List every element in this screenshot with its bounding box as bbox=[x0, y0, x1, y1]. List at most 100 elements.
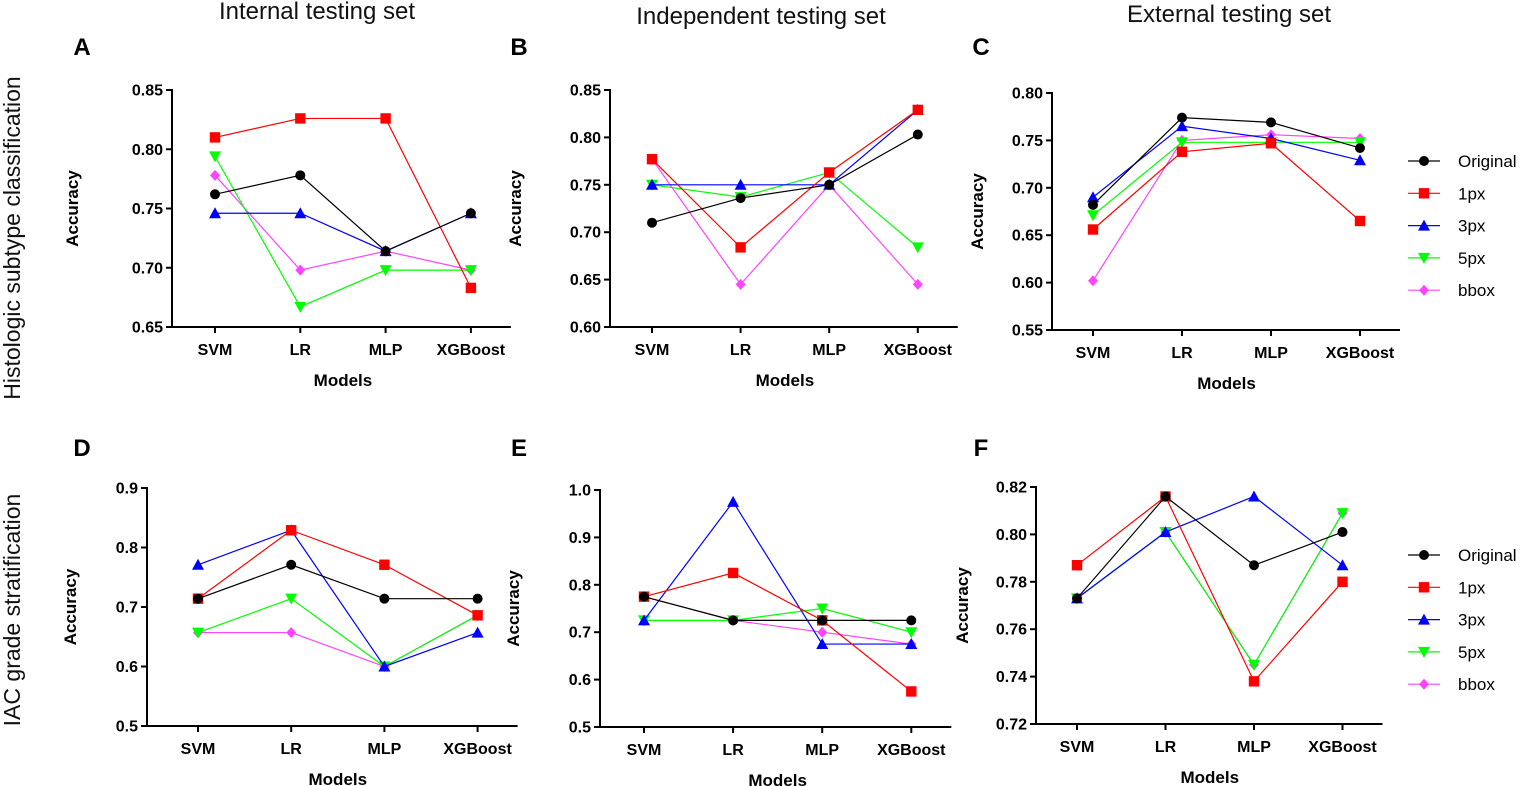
point-original-xgboost bbox=[912, 129, 923, 140]
y-tick-label: 0.75 bbox=[1012, 133, 1043, 150]
x-axis-label: Models bbox=[748, 771, 807, 786]
x-tick-label-mlp: MLP bbox=[1254, 345, 1288, 362]
chart-panel-e: E 0.5 0.6 0.7 0.8 0.9 1.0 SVM LR MLP XGBoost Models… bbox=[504, 435, 952, 786]
legend-label-3px: 3px bbox=[1458, 217, 1486, 236]
y-axis-label: Accuracy bbox=[506, 170, 525, 247]
point-3px-lr bbox=[1159, 526, 1172, 538]
chart-panel-b: B 0.60 0.65 0.70 0.75 0.80 0.85 SVM LR MLP XGBoost… bbox=[506, 34, 958, 390]
series-line-original bbox=[1092, 117, 1361, 206]
legend: Original 1px 3px 5px bbox bbox=[1408, 152, 1517, 300]
legend-label-5px: 5px bbox=[1458, 643, 1486, 662]
series-line-3px bbox=[643, 500, 912, 645]
point-bbox-lr bbox=[295, 264, 306, 276]
y-tick-label: 0.70 bbox=[1012, 180, 1043, 197]
panel-letter-e: E bbox=[511, 435, 527, 462]
point-3px-svm bbox=[209, 207, 221, 219]
legend-marker-3px bbox=[1418, 613, 1430, 625]
y-axis-label: Accuracy bbox=[504, 570, 523, 647]
y-tick-label: 0.72 bbox=[996, 717, 1027, 734]
point-5px-mlp bbox=[1248, 659, 1260, 671]
series-line-original bbox=[1076, 495, 1343, 599]
point-5px-svm bbox=[192, 627, 204, 639]
point-3px-svm bbox=[638, 614, 650, 626]
y-tick-label: 0.65 bbox=[1012, 228, 1043, 245]
y-tick-label: 0.8 bbox=[569, 577, 591, 594]
x-tick-label-svm: SVM bbox=[1060, 739, 1095, 756]
point-3px-lr bbox=[1176, 120, 1188, 132]
point-3px-svm bbox=[192, 558, 204, 570]
point-1px-lr bbox=[286, 525, 297, 536]
legend: Original 1px 3px 5px bbox bbox=[1408, 546, 1517, 694]
legend-label-3px: 3px bbox=[1458, 611, 1486, 630]
y-tick-label: 0.80 bbox=[570, 130, 601, 147]
series-line-1px bbox=[651, 109, 919, 249]
x-axis-label: Models bbox=[756, 371, 815, 390]
x-tick-label-lr: LR bbox=[290, 342, 312, 359]
point-original-lr bbox=[735, 193, 746, 204]
point-1px-mlp bbox=[1265, 138, 1277, 149]
column-title-internal: Internal testing set bbox=[219, 0, 415, 25]
y-axis-label: Accuracy bbox=[61, 568, 80, 645]
series-line-5px bbox=[1092, 141, 1360, 216]
point-original-mlp bbox=[1266, 117, 1276, 128]
chart-panel-c: C 0.55 0.60 0.65 0.70 0.75 0.80 SVM LR MLP XGBoost… bbox=[968, 34, 1517, 393]
x-tick-label-xgboost: XGBoost bbox=[1326, 345, 1395, 362]
point-original-xgboost bbox=[906, 615, 917, 626]
x-axis-label: Models bbox=[1180, 768, 1239, 786]
x-tick-label-svm: SVM bbox=[635, 342, 670, 359]
chart-panel-d: D 0.5 0.6 0.7 0.8 0.9 SVM LR MLP XGBoost Models Acc… bbox=[61, 435, 518, 786]
series-line-original bbox=[214, 174, 472, 252]
x-tick-label-xgboost: XGBoost bbox=[1308, 739, 1377, 756]
point-bbox-svm bbox=[1088, 275, 1098, 287]
point-5px-lr bbox=[294, 301, 307, 313]
point-1px-mlp bbox=[380, 113, 391, 124]
point-5px-xgboost bbox=[905, 627, 918, 639]
x-tick-label-mlp: MLP bbox=[1237, 739, 1271, 756]
point-3px-lr bbox=[727, 495, 740, 507]
y-tick-label: 0.70 bbox=[570, 225, 601, 242]
x-tick-label-mlp: MLP bbox=[368, 741, 402, 758]
y-tick-label: 1.0 bbox=[569, 483, 591, 500]
y-tick-label: 0.5 bbox=[569, 720, 591, 737]
y-tick-label: 0.80 bbox=[132, 142, 163, 159]
y-tick-label: 0.78 bbox=[996, 574, 1027, 591]
series-line-bbox bbox=[214, 174, 472, 271]
point-original-mlp bbox=[817, 615, 828, 626]
point-1px-svm bbox=[1071, 560, 1083, 571]
x-axis-label: Models bbox=[309, 770, 368, 786]
column-title-independent: Independent testing set bbox=[636, 3, 886, 30]
point-3px-lr bbox=[734, 178, 747, 190]
x-tick-label-xgboost: XGBoost bbox=[884, 342, 953, 359]
point-1px-mlp bbox=[1248, 676, 1260, 687]
panel-letter-f: F bbox=[974, 435, 989, 462]
point-1px-lr bbox=[1176, 146, 1188, 157]
y-tick-label: 0.70 bbox=[132, 260, 163, 277]
point-original-xgboost bbox=[1355, 142, 1365, 153]
y-tick-label: 0.82 bbox=[996, 480, 1027, 497]
point-bbox-lr bbox=[286, 627, 297, 639]
point-5px-svm bbox=[1087, 210, 1099, 222]
point-3px-xgboost bbox=[1336, 559, 1349, 571]
point-5px-xgboost bbox=[1354, 137, 1366, 149]
legend-label-5px: 5px bbox=[1458, 249, 1486, 268]
series-line-3px bbox=[197, 529, 478, 668]
panel-letter-a: A bbox=[73, 34, 90, 61]
x-tick-label-mlp: MLP bbox=[805, 742, 839, 759]
column-title-external: External testing set bbox=[1127, 1, 1331, 28]
legend-marker-5px bbox=[1418, 646, 1430, 658]
legend-marker-5px bbox=[1418, 252, 1430, 264]
y-tick-label: 0.6 bbox=[569, 672, 591, 689]
series-line-original bbox=[643, 596, 912, 621]
y-tick-label: 0.6 bbox=[116, 659, 138, 676]
point-5px-svm bbox=[209, 151, 221, 163]
point-original-mlp bbox=[824, 179, 835, 190]
point-1px-lr bbox=[735, 242, 746, 253]
panel-letter-d: D bbox=[73, 435, 90, 462]
series-line-1px bbox=[1092, 142, 1361, 230]
chart-panel-a: A 0.65 0.70 0.75 0.80 0.85 SVM LR MLP XGBoost Mode… bbox=[63, 34, 511, 390]
point-original-lr bbox=[1177, 112, 1187, 123]
x-axis-label: Models bbox=[314, 371, 373, 390]
point-original-svm bbox=[1072, 593, 1082, 604]
point-original-xgboost bbox=[1337, 527, 1348, 538]
point-1px-xgboost bbox=[912, 104, 923, 116]
